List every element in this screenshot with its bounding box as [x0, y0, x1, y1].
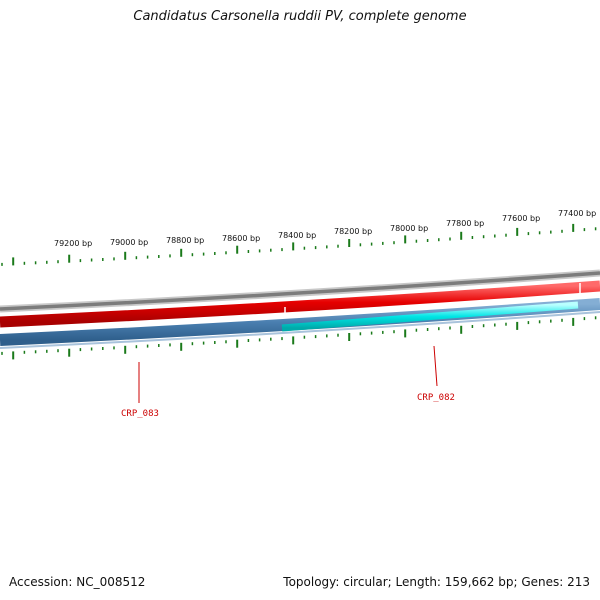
highlighted-gene — [281, 301, 579, 332]
tick-label: 78200 bp — [334, 227, 372, 236]
tick-label: 78800 bp — [166, 236, 204, 245]
tick-marks-bottom — [1, 316, 597, 360]
tick-marks-top — [1, 223, 597, 266]
gene-label-crp-083: CRP_083 — [121, 409, 159, 419]
tick-label: 77400 bp — [558, 209, 596, 218]
tick-label: 78000 bp — [390, 224, 428, 233]
reverse-strand-edge — [0, 311, 600, 349]
forward-strand-track — [0, 280, 600, 328]
tick-label: 79200 bp — [54, 239, 92, 248]
genome-summary: Topology: circular; Length: 159,662 bp; … — [283, 575, 590, 589]
accession-info: Accession: NC_008512 — [9, 575, 146, 589]
tick-label: 79000 bp — [110, 238, 148, 247]
tick-label: 77600 bp — [502, 214, 540, 223]
tick-label: 77800 bp — [446, 219, 484, 228]
map-title: Candidatus Carsonella ruddii PV, complet… — [133, 9, 467, 24]
tick-label: 78600 bp — [222, 234, 260, 243]
gene-label-leader — [433, 345, 438, 387]
backbone-ring-core — [0, 271, 600, 311]
gene-label-crp-082: CRP_082 — [417, 393, 455, 403]
tick-label: 78400 bp — [278, 231, 316, 240]
